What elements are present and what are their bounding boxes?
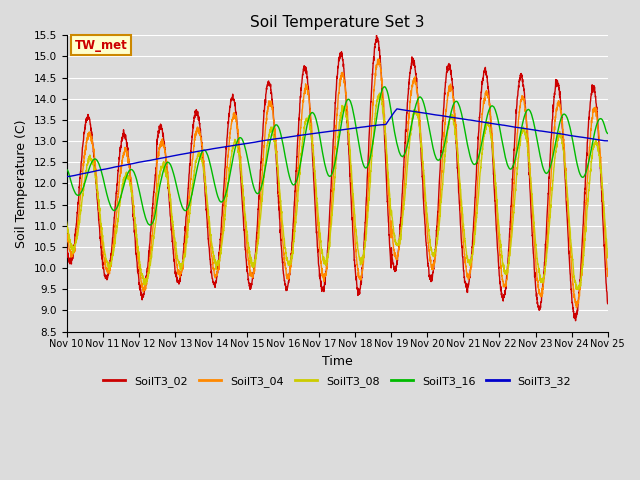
Legend: SoilT3_02, SoilT3_04, SoilT3_08, SoilT3_16, SoilT3_32: SoilT3_02, SoilT3_04, SoilT3_08, SoilT3_… — [99, 372, 575, 391]
Title: Soil Temperature Set 3: Soil Temperature Set 3 — [250, 15, 424, 30]
Y-axis label: Soil Temperature (C): Soil Temperature (C) — [15, 119, 28, 248]
X-axis label: Time: Time — [322, 355, 353, 368]
Text: TW_met: TW_met — [75, 39, 127, 52]
